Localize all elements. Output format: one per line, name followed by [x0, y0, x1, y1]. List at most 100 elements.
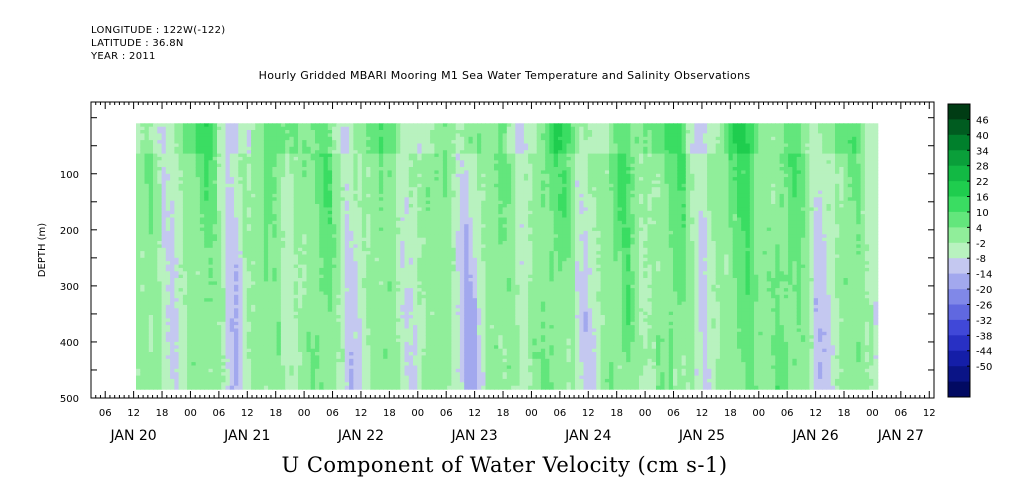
field-cell — [161, 257, 167, 262]
field-cell — [148, 160, 154, 165]
field-cell — [302, 230, 308, 235]
field-cell — [191, 247, 197, 252]
field-cell — [212, 153, 218, 158]
field-cell — [225, 321, 231, 326]
field-cell — [195, 304, 201, 309]
field-cell — [212, 130, 218, 134]
field-cell — [195, 278, 201, 282]
field-cell — [182, 210, 188, 215]
field-cell — [268, 372, 273, 377]
field-cell — [212, 187, 218, 192]
field-cell — [272, 237, 278, 242]
field-cell — [165, 348, 171, 353]
field-cell — [182, 341, 188, 346]
field-cell — [229, 130, 235, 134]
field-cell — [229, 308, 235, 313]
field-cell — [195, 190, 201, 195]
field-cell — [165, 214, 171, 219]
field-cell — [242, 294, 248, 299]
field-cell — [187, 210, 192, 215]
field-cell — [259, 214, 265, 219]
field-cell — [263, 146, 269, 151]
field-cell — [391, 308, 397, 313]
field-cell — [204, 204, 210, 208]
field-cell — [208, 160, 214, 165]
field-cell — [285, 378, 291, 383]
field-cell — [208, 284, 214, 289]
field-cell — [187, 150, 192, 155]
field-cell — [195, 136, 201, 141]
field-cell — [272, 385, 278, 390]
field-cell — [229, 264, 235, 269]
field-cell — [276, 177, 282, 182]
field-cell — [178, 372, 184, 377]
field-cell — [148, 341, 154, 346]
field-cell — [259, 281, 265, 286]
field-cell — [293, 328, 299, 333]
field-cell — [187, 241, 192, 245]
field-cell — [148, 321, 154, 326]
field-cell — [157, 304, 163, 309]
field-cell — [234, 271, 239, 276]
field-cell — [161, 210, 167, 215]
field-cell — [242, 183, 248, 188]
field-cell — [178, 136, 184, 141]
field-cell — [366, 345, 372, 350]
field-cell — [144, 298, 150, 303]
field-cell — [182, 230, 188, 235]
field-cell — [204, 345, 210, 350]
field-cell — [140, 288, 146, 293]
field-cell — [178, 220, 184, 225]
field-cell — [238, 368, 244, 373]
field-cell — [242, 153, 248, 158]
field-cell — [238, 183, 244, 188]
field-cell — [251, 247, 256, 252]
field-cell — [144, 140, 150, 145]
field-cell — [195, 217, 201, 222]
field-cell — [323, 331, 329, 336]
field-cell — [234, 230, 239, 235]
field-cell — [263, 180, 269, 185]
field-cell — [144, 247, 150, 252]
field-cell — [157, 153, 163, 158]
field-cell — [217, 264, 222, 269]
field-cell — [229, 153, 235, 158]
field-cell — [272, 244, 278, 249]
field-cell — [170, 352, 175, 356]
field-cell — [174, 133, 180, 138]
field-cell — [285, 298, 291, 303]
field-cell — [187, 237, 192, 242]
field-cell — [263, 365, 269, 370]
field-cell — [251, 271, 256, 276]
field-cell — [246, 304, 252, 309]
field-cell — [212, 315, 218, 319]
field-cell — [148, 328, 154, 333]
field-cell — [140, 321, 146, 326]
field-cell — [199, 308, 205, 313]
field-cell — [298, 204, 303, 208]
field-cell — [187, 348, 192, 353]
field-cell — [246, 197, 252, 202]
field-cell — [221, 146, 227, 151]
field-cell — [229, 224, 235, 229]
field-cell — [268, 227, 273, 232]
field-cell — [242, 177, 248, 182]
field-cell — [165, 237, 171, 242]
field-cell — [242, 378, 248, 383]
field-cell — [204, 227, 210, 232]
field-cell — [217, 261, 222, 266]
field-cell — [182, 291, 188, 296]
field-cell — [161, 214, 167, 219]
field-cell — [280, 345, 286, 350]
field-cell — [195, 197, 201, 202]
field-cell — [302, 187, 308, 192]
field-cell — [225, 220, 231, 225]
field-cell — [153, 267, 158, 272]
field-cell — [191, 335, 197, 340]
field-cell — [289, 234, 295, 239]
field-cell — [400, 331, 406, 336]
field-cell — [212, 247, 218, 252]
field-cell — [221, 241, 227, 245]
field-cell — [366, 308, 372, 313]
field-cell — [212, 220, 218, 225]
